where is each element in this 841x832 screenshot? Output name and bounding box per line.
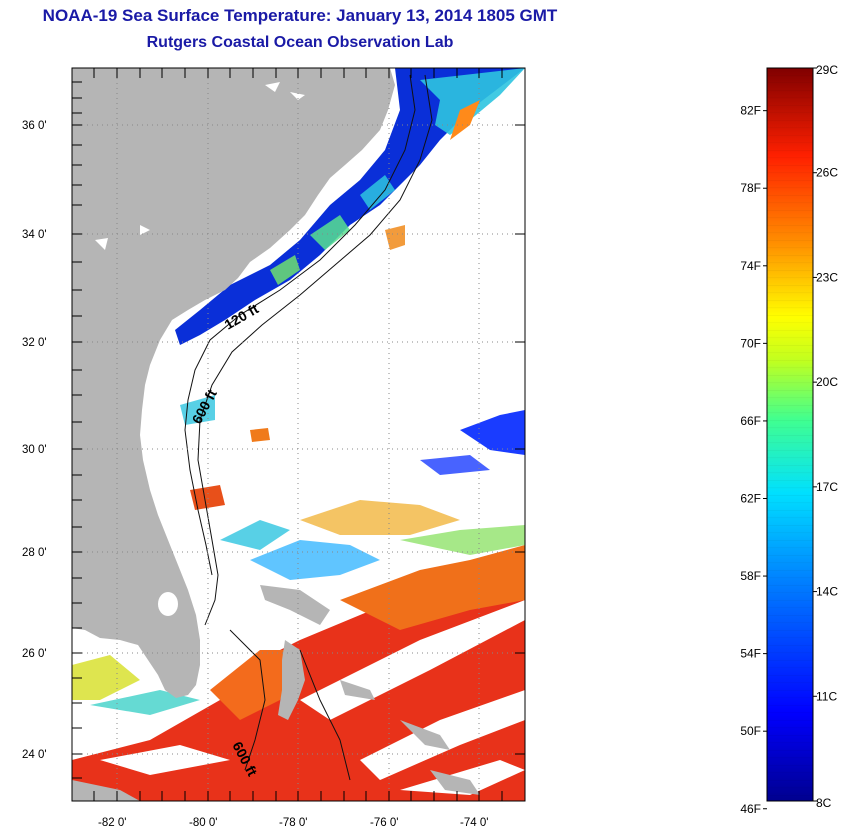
- colorbar-fahrenheit-label: 58F: [740, 569, 761, 583]
- colorbar-ticks: [763, 67, 817, 810]
- y-tick-label: 34 0': [22, 229, 47, 241]
- x-tick-label: -76 0': [370, 817, 398, 829]
- colorbar-fahrenheit-label: 74F: [740, 259, 761, 273]
- inland-water: [95, 82, 305, 616]
- sst-cold-coastal: [175, 68, 525, 345]
- y-tick-label: 32 0': [22, 337, 47, 349]
- colorbar-fahrenheit-label: 82F: [740, 104, 761, 118]
- colorbar-fahrenheit-label: 50F: [740, 724, 761, 738]
- y-tick-label: 30 0': [22, 444, 47, 456]
- colorbar-fahrenheit-label: 46F: [740, 802, 761, 816]
- colorbar-fahrenheit-label: 54F: [740, 647, 761, 661]
- x-tick-label: -78 0': [279, 817, 307, 829]
- y-axis-labels: 36 0' 34 0' 32 0' 30 0' 28 0' 26 0' 24 0…: [22, 120, 47, 761]
- map-title: NOAA-19 Sea Surface Temperature: January…: [42, 6, 558, 25]
- colorbar-celsius-label: 8C: [816, 796, 832, 810]
- bahamas-islands: [72, 585, 480, 801]
- x-tick-label: -74 0': [460, 817, 488, 829]
- colorbar-fahrenheit-label: 70F: [740, 336, 761, 350]
- colorbar-celsius-label: 11C: [816, 689, 837, 703]
- y-tick-label: 26 0': [22, 648, 47, 660]
- colorbar-celsius-label: 20C: [816, 375, 838, 389]
- colorbar: 82F 78F 74F 70F 66F 62F 58F 54F 50F 46F 29C 26C 23C…: [740, 63, 838, 816]
- colorbar-celsius-label: 17C: [816, 480, 838, 494]
- colorbar-fahrenheit-labels: 82F 78F 74F 70F 66F 62F 58F 54F 50F 46F: [740, 104, 761, 816]
- y-tick-label: 36 0': [22, 120, 47, 132]
- map-plot-area: [72, 68, 525, 801]
- colorbar-fahrenheit-label: 62F: [740, 491, 761, 505]
- isobath-contours: [184, 74, 433, 781]
- colorbar-bands: [767, 68, 813, 801]
- x-tick-label: -82 0': [98, 817, 126, 829]
- colorbar-fahrenheit-label: 66F: [740, 414, 761, 428]
- colorbar-celsius-label: 23C: [816, 270, 838, 284]
- x-tick-label: -80 0': [189, 817, 217, 829]
- x-axis-labels: -82 0' -80 0' -78 0' -76 0' -74 0': [98, 817, 488, 829]
- colorbar-celsius-label: 29C: [816, 63, 838, 77]
- graticule: [72, 68, 525, 801]
- land-us-southeast: [72, 68, 395, 698]
- colorbar-celsius-label: 14C: [816, 585, 838, 599]
- map-subtitle: Rutgers Coastal Ocean Observation Lab: [146, 34, 454, 51]
- colorbar-celsius-labels: 29C 26C 23C 20C 17C 14C 11C 8C: [816, 63, 838, 810]
- colorbar-celsius-label: 26C: [816, 166, 838, 180]
- colorbar-frame: [766, 67, 814, 802]
- sst-mixed-water: [180, 395, 525, 580]
- axis-ticks: [72, 68, 525, 801]
- y-tick-label: 24 0': [22, 749, 47, 761]
- colorbar-fahrenheit-label: 78F: [740, 181, 761, 195]
- y-tick-label: 28 0': [22, 547, 47, 559]
